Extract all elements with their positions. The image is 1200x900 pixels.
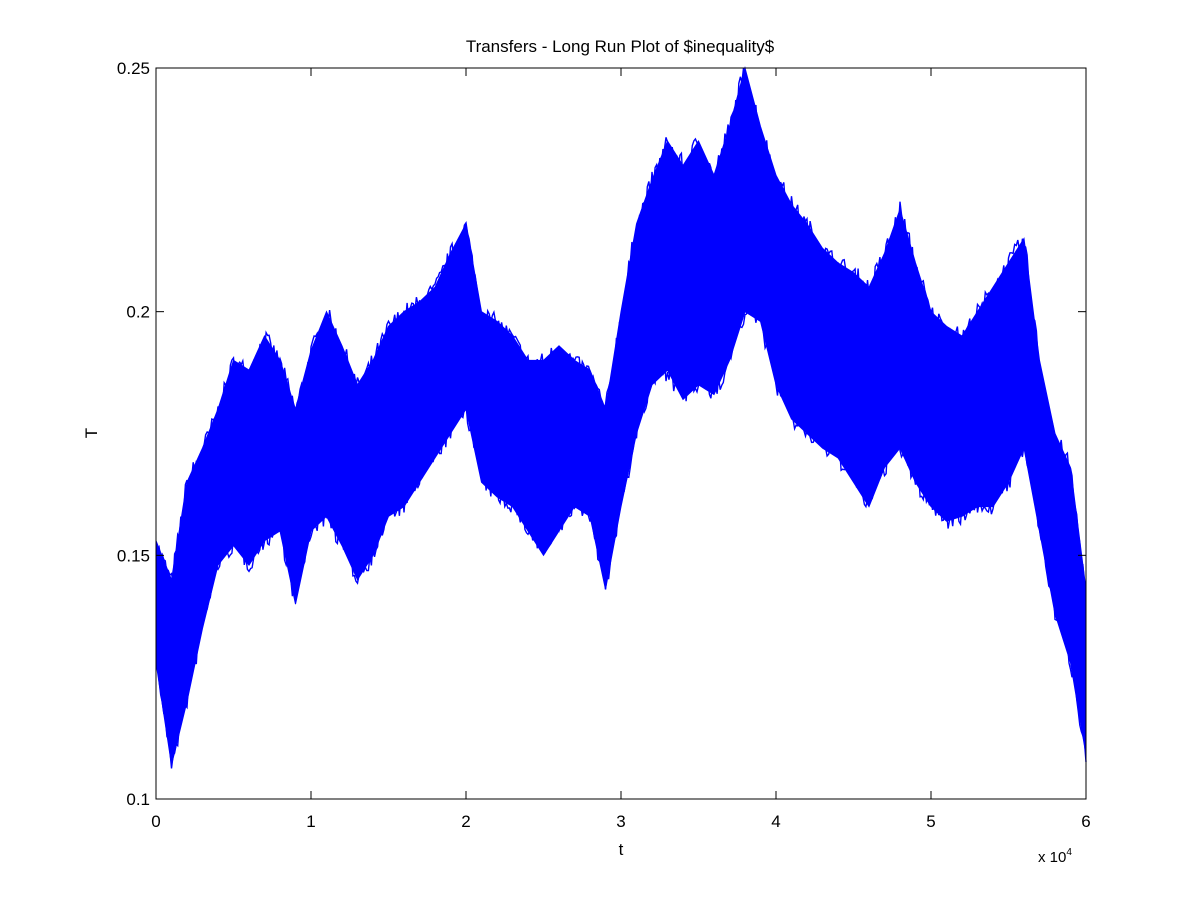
x-tick-label: 1 (306, 812, 315, 831)
chart-title: Transfers - Long Run Plot of $inequality… (466, 37, 775, 56)
x-axis-label: t (619, 840, 624, 859)
x-tick-label: 6 (1081, 812, 1090, 831)
series-lower-fringe (155, 299, 1087, 769)
x-tick-label: 0 (151, 812, 160, 831)
y-axis-label: T (82, 428, 101, 438)
y-tick-label: 0.2 (126, 303, 150, 322)
series-layer (155, 66, 1087, 769)
x-tick-label: 4 (771, 812, 780, 831)
x-tick-label: 5 (926, 812, 935, 831)
x-tick-label: 3 (616, 812, 625, 831)
y-axis-ticks: 0.1 0.15 0.2 0.25 (117, 59, 1086, 809)
x-axis-exponent-power: 4 (1066, 847, 1072, 858)
series-upper-fringe (156, 67, 1087, 587)
y-tick-label: 0.25 (117, 59, 150, 78)
x-tick-label: 2 (461, 812, 470, 831)
series-band (155, 66, 1087, 766)
x-axis-ticks: 0 1 2 3 4 5 6 (151, 68, 1091, 831)
x-axis-exponent-base: x 10 (1038, 849, 1066, 866)
x-axis-exponent: x 104 (1038, 847, 1072, 866)
y-tick-label: 0.1 (126, 790, 150, 809)
y-tick-label: 0.15 (117, 546, 150, 565)
